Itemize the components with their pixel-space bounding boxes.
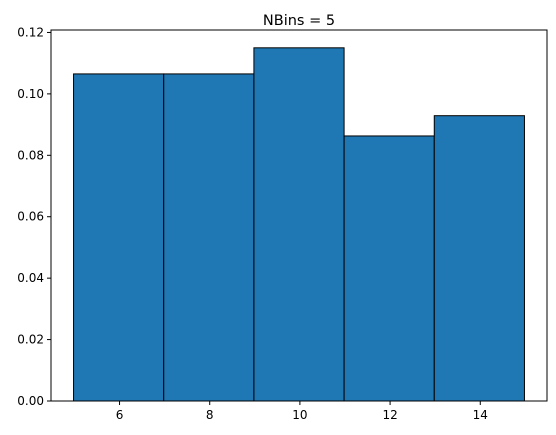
y-tick-label: 0.02 <box>17 333 44 347</box>
chart-title: NBins = 5 <box>263 13 335 29</box>
plot-frame <box>50 29 548 402</box>
y-tick-label: 0.08 <box>17 148 44 162</box>
histogram-bar-1 <box>73 73 165 402</box>
histogram-bar-4 <box>343 135 435 402</box>
histogram-bar-3 <box>253 47 345 402</box>
y-tick-label: 0.00 <box>17 394 44 408</box>
bars-group <box>73 47 525 402</box>
histogram-bar-5 <box>433 115 525 402</box>
x-tick-label: 8 <box>206 408 214 422</box>
y-tick-label: 0.04 <box>17 271 44 285</box>
histogram-bar-2 <box>163 73 255 402</box>
x-tick-label: 14 <box>473 408 488 422</box>
y-tick-label: 0.10 <box>17 87 44 101</box>
x-axis: 6 8 10 12 14 <box>116 401 488 422</box>
x-tick-label: 6 <box>116 408 124 422</box>
y-tick-label: 0.06 <box>17 210 44 224</box>
y-axis: 0.00 0.02 0.04 0.06 0.08 0.10 0.12 <box>17 25 51 408</box>
x-tick-label: 12 <box>382 408 397 422</box>
x-tick-label: 10 <box>292 408 307 422</box>
y-tick-label: 0.12 <box>17 25 44 39</box>
